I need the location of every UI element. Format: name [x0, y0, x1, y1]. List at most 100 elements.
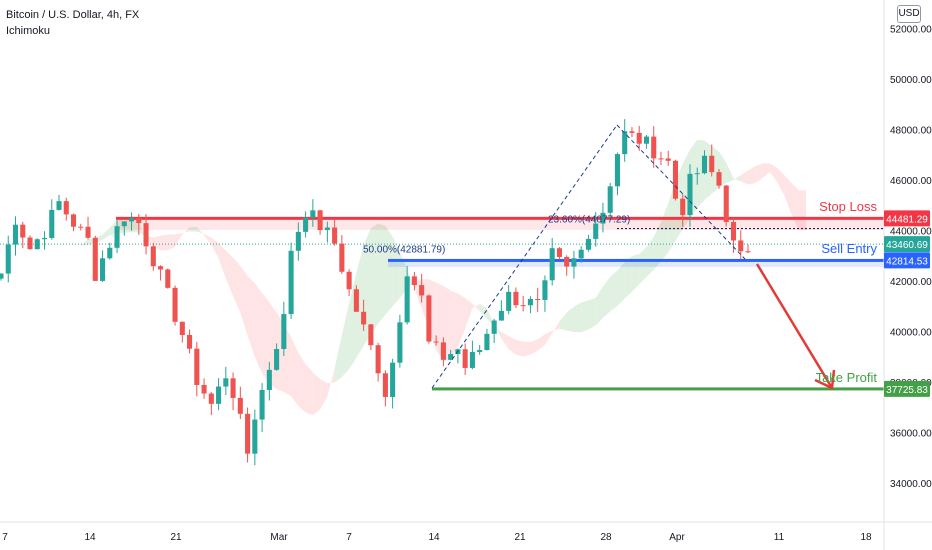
- indicator-label[interactable]: Ichimoku: [6, 25, 51, 37]
- cloud-segment: [240, 265, 248, 336]
- candle-body: [92, 237, 98, 281]
- cloud-segment: [51, 259, 60, 274]
- candle-body: [252, 419, 258, 454]
- candle-body: [99, 258, 106, 281]
- candle-body: [20, 224, 26, 238]
- current-price-tag: [884, 236, 930, 253]
- cloud-segment: [646, 236, 654, 278]
- y-tick-label: 36000.00: [890, 429, 932, 440]
- candle-body: [0, 273, 4, 279]
- cloud-segment: [755, 163, 763, 184]
- x-tick-label: 21: [170, 532, 182, 543]
- candle-body: [600, 212, 606, 224]
- candle-body: [85, 226, 91, 238]
- cloud-segment: [327, 368, 335, 397]
- cloud-segment: [566, 306, 574, 333]
- candle-body: [723, 185, 729, 222]
- candle-body: [585, 238, 591, 250]
- candle-body: [397, 322, 403, 363]
- candle-body: [477, 350, 483, 353]
- cloud-segment: [254, 283, 263, 374]
- candle-body: [223, 378, 229, 387]
- candle-body: [411, 276, 417, 286]
- fibonacci-retracement: 23.60%(44077.29) 50.00%(42881.79): [363, 124, 836, 390]
- cloud-segment: [798, 190, 807, 231]
- candle-body: [709, 155, 715, 173]
- cloud-segment: [443, 285, 451, 361]
- cloud-segment: [769, 163, 778, 182]
- current-price-tag-text: 43460.69: [886, 240, 928, 251]
- cloud-segment: [515, 339, 524, 357]
- candle-body: [208, 393, 214, 404]
- cloud-segment: [80, 239, 89, 246]
- candle-body: [368, 324, 374, 346]
- cloud-segment: [660, 203, 669, 262]
- cloud-segment: [73, 245, 81, 246]
- cloud-segment: [189, 227, 197, 232]
- candle-body: [506, 291, 512, 311]
- cloud-segment: [320, 379, 328, 410]
- cloud-segment: [530, 339, 538, 355]
- candle-body: [346, 271, 352, 290]
- cloud-segment: [262, 292, 270, 384]
- candle-body: [375, 345, 381, 374]
- candle-body: [158, 266, 164, 270]
- candle-body: [136, 218, 142, 224]
- candle-body: [513, 291, 519, 306]
- candle-body: [303, 217, 309, 232]
- candle-body: [593, 223, 599, 239]
- fib-23-label: 23.60%(44077.29): [548, 215, 630, 226]
- candle-body: [448, 354, 454, 360]
- candle-body: [643, 136, 650, 144]
- candle-body: [556, 248, 562, 257]
- stop-loss-tag-text: 44481.29: [886, 214, 928, 225]
- candle-body: [179, 321, 185, 336]
- cloud-segment: [436, 282, 444, 361]
- take-profit-line: [432, 387, 884, 391]
- cloud-segment: [523, 341, 531, 357]
- projection-arrow-head: [814, 369, 836, 390]
- candle-body: [672, 160, 679, 199]
- cloud-segment: [291, 337, 299, 407]
- cloud-segment: [356, 244, 364, 359]
- candle-body: [535, 299, 541, 301]
- candle-body: [440, 342, 446, 360]
- cloud-segment: [501, 332, 509, 350]
- candle-body: [288, 250, 294, 315]
- candle-body: [107, 247, 113, 259]
- take-profit-tag: [884, 380, 930, 397]
- candle-body: [687, 173, 693, 216]
- candle-body: [651, 136, 657, 159]
- currency-badge[interactable]: USD: [897, 5, 921, 23]
- candlesticks: [0, 119, 751, 466]
- cloud-segment: [305, 364, 313, 415]
- cloud-segment: [378, 223, 386, 324]
- take-profit-annotation: Take Profit: [816, 370, 878, 385]
- candle-body: [542, 280, 548, 300]
- cloud-segment: [733, 175, 741, 182]
- candle-body: [216, 386, 222, 404]
- x-tick-label: 14: [428, 532, 440, 543]
- candle-body: [382, 373, 388, 397]
- cloud-segment: [59, 247, 67, 260]
- cloud-segment: [479, 304, 487, 319]
- sell-entry-annotation: Sell Entry: [821, 241, 877, 256]
- candle-body: [680, 198, 686, 216]
- sell-entry-tag: [884, 252, 930, 269]
- candle-body: [324, 227, 330, 231]
- candle-body: [694, 173, 700, 175]
- candle-body: [462, 349, 468, 368]
- x-tick-label: 18: [860, 532, 872, 543]
- cloud-segment: [312, 372, 321, 415]
- candle-body: [390, 362, 396, 397]
- cloud-segment: [631, 254, 640, 292]
- candle-body: [150, 246, 156, 267]
- cloud-segment: [233, 257, 241, 313]
- candle-body: [165, 269, 171, 288]
- cloud-segment: [602, 276, 611, 318]
- stop-loss-annotation: Stop Loss: [819, 199, 877, 214]
- cloud-segment: [559, 312, 567, 331]
- candle-body: [491, 320, 497, 334]
